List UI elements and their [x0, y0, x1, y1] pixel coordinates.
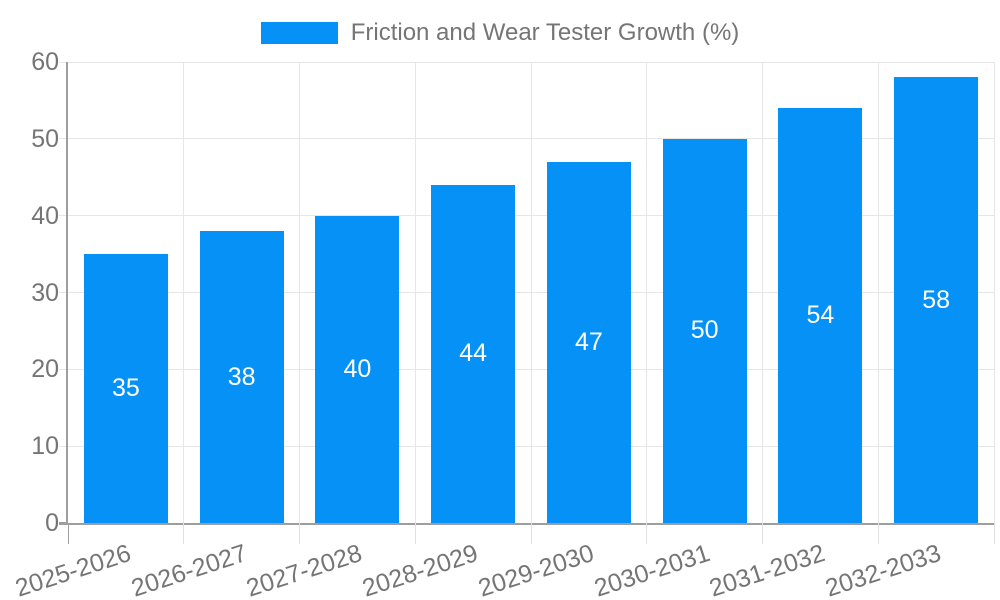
bar[interactable]: 54 — [778, 108, 863, 523]
legend-swatch-icon — [260, 22, 338, 44]
y-axis-tick-label: 20 — [31, 355, 59, 384]
y-axis-tick-label: 40 — [31, 201, 59, 230]
bar[interactable]: 44 — [431, 184, 516, 523]
bar-value-label: 35 — [111, 374, 140, 403]
x-axis-tick — [414, 523, 416, 544]
y-axis-tick — [59, 292, 66, 293]
y-axis-line — [66, 62, 68, 525]
legend-label: Friction and Wear Tester Growth (%) — [350, 19, 740, 46]
gridline-vertical — [646, 62, 648, 523]
bar[interactable]: 58 — [894, 77, 979, 523]
bar-value-label: 38 — [227, 362, 256, 391]
bar[interactable]: 47 — [546, 161, 631, 523]
gridline-vertical — [299, 62, 300, 523]
x-axis-tick — [67, 523, 69, 544]
y-axis-tick — [59, 445, 66, 447]
y-axis-tick-label: 30 — [31, 278, 59, 307]
x-axis-tick — [762, 523, 763, 544]
bar-value-label: 54 — [806, 301, 835, 330]
y-axis-tick-label: 50 — [31, 124, 59, 153]
gridline-vertical — [530, 62, 532, 523]
bar[interactable]: 50 — [662, 138, 747, 523]
gridline-vertical — [877, 62, 879, 523]
gridline-vertical — [993, 62, 995, 523]
y-axis-tick — [59, 522, 66, 523]
gridline-vertical — [183, 62, 185, 523]
bar-value-label: 44 — [459, 339, 488, 368]
y-axis-tick — [59, 215, 66, 217]
legend: Friction and Wear Tester Growth (%) — [0, 20, 1000, 46]
bar-value-label: 47 — [574, 327, 603, 356]
y-axis-tick — [59, 61, 66, 63]
y-axis-tick-label: 0 — [45, 509, 59, 537]
x-axis-baseline — [59, 523, 995, 525]
bar[interactable]: 40 — [315, 215, 400, 523]
y-axis-tick — [59, 138, 66, 140]
bar-value-label: 40 — [343, 354, 372, 383]
gridline-vertical — [762, 62, 763, 523]
plot-area: 35 38 40 44 47 50 54 58 — [59, 61, 995, 544]
x-axis-tick — [530, 523, 532, 544]
x-axis-tick — [646, 523, 648, 544]
y-axis-tick-label: 60 — [31, 48, 59, 76]
y-axis-tick — [59, 368, 66, 370]
y-axis-tick-label: 10 — [31, 432, 59, 461]
gridline-vertical — [414, 62, 416, 523]
x-axis-tick — [299, 523, 300, 544]
bar-value-label: 58 — [922, 285, 951, 314]
x-axis-tick — [183, 523, 185, 544]
x-axis-tick — [877, 523, 879, 544]
bar[interactable]: 35 — [83, 254, 168, 523]
bar-value-label: 50 — [690, 316, 719, 345]
bar[interactable]: 38 — [199, 231, 284, 523]
x-axis-tick — [993, 523, 995, 544]
